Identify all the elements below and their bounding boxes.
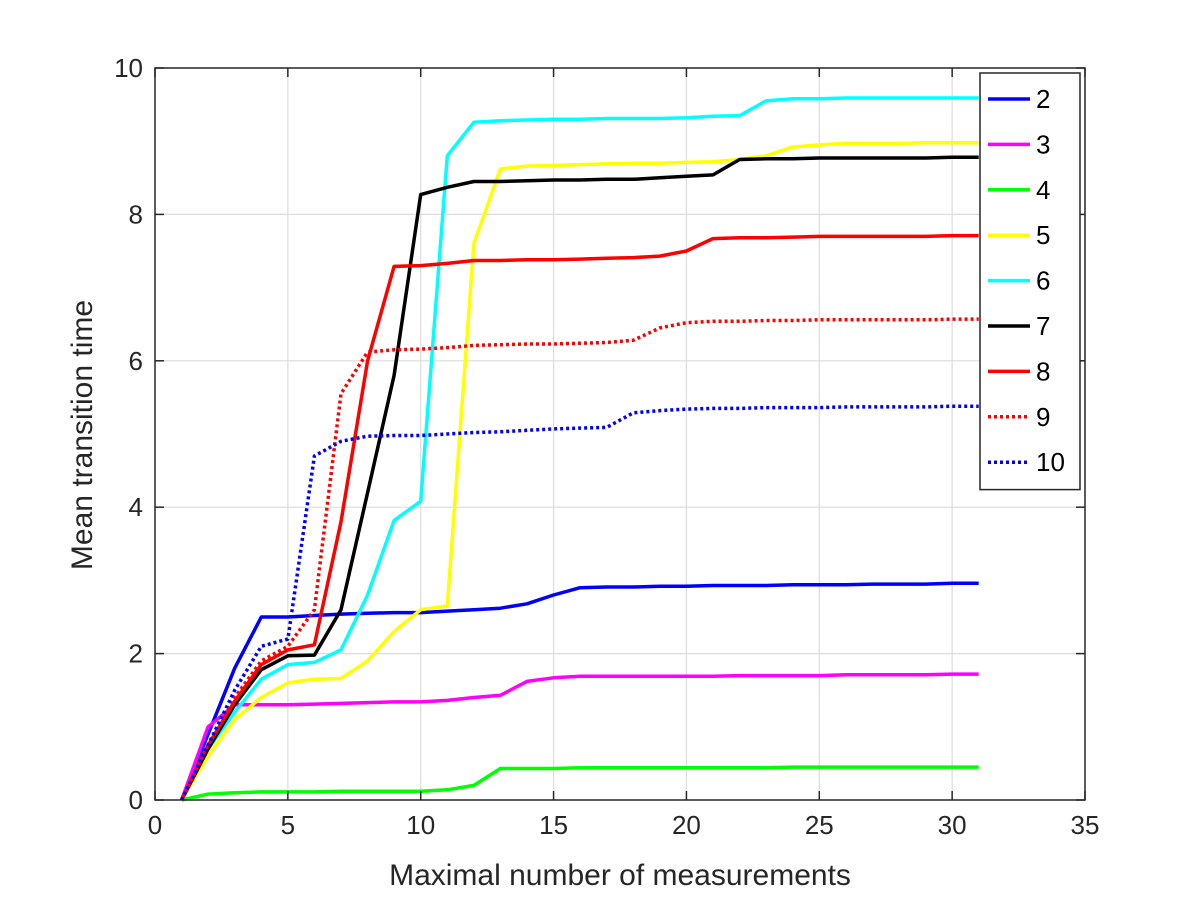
y-tick-label: 2: [129, 639, 143, 669]
legend: 2 3 4 5 6 7 8 9 10: [979, 72, 1081, 491]
legend-label-10: 10: [1036, 447, 1065, 477]
x-tick-label: 15: [539, 810, 568, 840]
legend-label-6: 6: [1036, 266, 1050, 296]
legend-label-4: 4: [1036, 175, 1050, 205]
x-tick-label: 10: [406, 810, 435, 840]
x-tick-label: 25: [805, 810, 834, 840]
legend-label-2: 2: [1036, 84, 1050, 114]
series-line-9: [180, 317, 979, 801]
series-line-5: [180, 140, 979, 801]
legend-label-5: 5: [1036, 220, 1050, 250]
y-tick-label: 0: [129, 785, 143, 815]
series-lines: [179, 96, 979, 802]
x-axis-title: Maximal number of measurements: [389, 859, 851, 892]
legend-label-8: 8: [1036, 356, 1050, 386]
plot-frame: [154, 67, 1086, 801]
series-line-8: [180, 233, 979, 801]
series-line-10: [180, 404, 979, 801]
y-tick-label: 8: [129, 199, 143, 229]
y-tick-label: 4: [129, 492, 143, 522]
x-tick-label: 35: [1071, 810, 1100, 840]
legend-label-9: 9: [1036, 402, 1050, 432]
x-tick-label: 5: [281, 810, 295, 840]
legend-label-7: 7: [1036, 311, 1050, 341]
y-axis-title: Mean transition time: [66, 300, 99, 570]
y-tick-label: 6: [129, 346, 143, 376]
series-line-4: [181, 765, 979, 802]
x-tick-label: 20: [672, 810, 701, 840]
series-line-7: [180, 155, 979, 801]
x-tick-label: 0: [148, 810, 162, 840]
legend-label-3: 3: [1036, 129, 1050, 159]
series-line-3: [179, 672, 979, 801]
x-tick-label: 30: [938, 810, 967, 840]
y-tick-label: 10: [114, 53, 143, 83]
series-line-6: [180, 96, 979, 801]
